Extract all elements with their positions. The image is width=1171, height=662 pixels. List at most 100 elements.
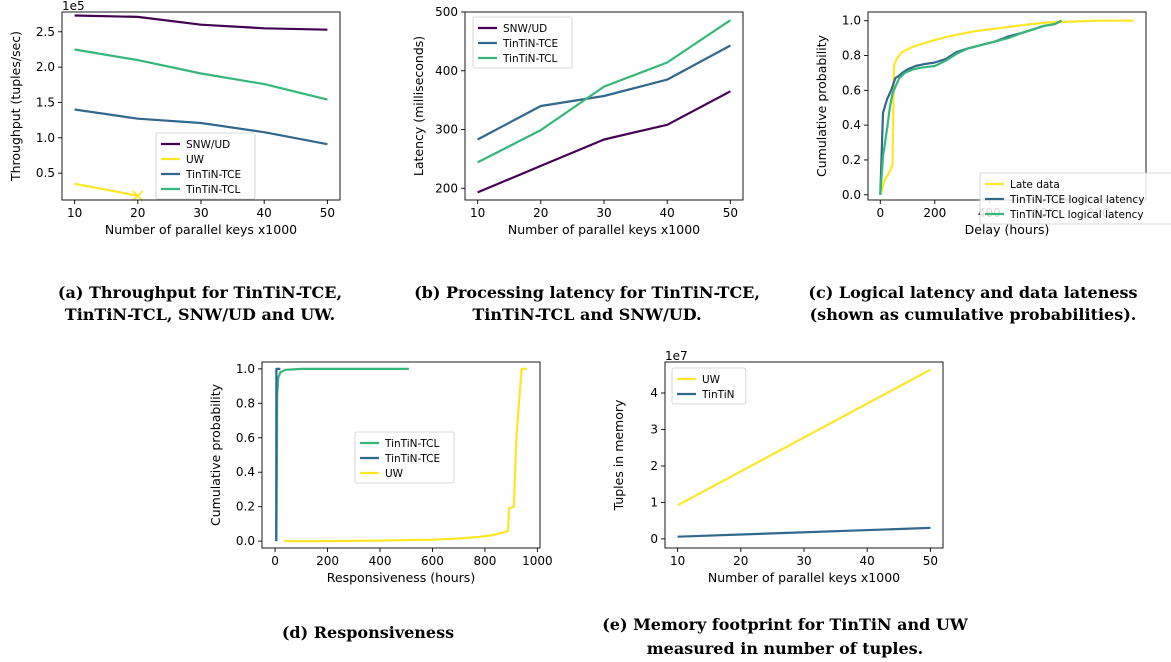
legend-label: TinTiN-TCL [185,184,240,196]
y-axis-label: Latency (milliseconds) [411,36,426,176]
x-tick-label: 50 [923,554,938,568]
x-tick-label: 200 [316,554,339,568]
y-axis-label: Cumulative probability [208,383,223,526]
series-end-marker [132,190,144,202]
figure-caption: (a) Throughput for TinTiN-TCE, [58,283,342,302]
x-tick-label: 40 [860,554,875,568]
x-tick-label: 200 [923,206,946,220]
legend-box [155,132,256,200]
figure-caption: TinTiN-TCL and SNW/UD. [472,305,701,324]
y-tick-label: 4 [650,386,658,400]
x-axis-label: Delay (hours) [965,222,1050,237]
y-tick-label: 1.0 [36,131,55,145]
x-axis-label: Number of parallel keys x1000 [508,222,700,237]
y-tick-label: 1.0 [842,14,861,28]
series-group [879,19,1134,196]
legend-box [354,431,455,484]
x-tick-label: 400 [369,554,392,568]
legend: TinTiN-TCL TinTiN-TCE UW [354,431,455,484]
series-line [74,14,328,31]
x-axis-label: Responsiveness (hours) [327,570,475,585]
x-tick-label: 30 [596,206,611,220]
y-tick-label: 0.2 [236,500,255,514]
figure-caption: TinTiN-TCL, SNW/UD and UW. [65,305,335,324]
legend: SNW/UD TinTiN-TCE TinTiN-TCL [472,16,573,69]
series-line [677,526,931,538]
y-tick-label: 0.8 [236,396,255,410]
figure-caption: (b) Processing latency for TinTiN-TCE, [414,283,760,302]
legend: UW TinTiN [671,367,747,405]
figure-caption: (d) Responsiveness [282,623,454,642]
legend-label: SNW/UD [186,139,230,151]
y-tick-label: 1.0 [236,362,255,376]
y-tick-label: 1.5 [36,95,55,109]
x-tick-label: 20 [533,206,548,220]
x-tick-label: 30 [796,554,811,568]
legend-box [472,16,573,69]
legend-label: TinTiN-TCL [502,53,557,65]
legend-label: UW [186,154,205,166]
legend-label: TinTiN [701,389,735,401]
x-axis-label: Number of parallel keys x1000 [105,222,297,237]
legend-label: TinTiN-TCE logical latency [1009,194,1144,206]
x-tick-label: 50 [723,206,738,220]
x-tick-label: 20 [733,554,748,568]
series-line [879,19,1134,196]
legend-label: UW [385,468,404,480]
figure-caption: (shown as cumulative probabilities). [810,305,1137,324]
y-tick-label: 0.2 [842,153,861,167]
x-tick-label: 10 [67,206,82,220]
series-group [677,368,931,538]
legend-label: TinTiN-TCL [384,438,439,450]
y-axis-label: Cumulative probability [814,34,829,177]
axis-offset-text: 1e5 [62,0,85,13]
chart-b: 10 20 30 40 50 200 300 400 500 Number of parallel… [411,5,760,324]
x-tick-label: 1000 [522,554,553,568]
legend: Late data TinTiN-TCE logical latency TinTi… [979,172,1171,225]
series-line [74,182,139,197]
x-tick-label: 800 [473,554,496,568]
y-tick-label: 0.0 [842,188,861,202]
figure-caption: measured in number of tuples. [647,639,924,658]
chart-e: 10 20 30 40 50 0 1 2 3 4 1e7 Number of parallel key… [602,349,969,658]
series-line [284,367,527,543]
x-tick-label: 30 [193,206,208,220]
series-group [74,14,328,197]
series-line [879,19,1063,195]
legend: SNW/UD UW TinTiN-TCE TinTiN-TCL [155,132,256,200]
y-tick-label: 0 [650,532,658,546]
chart-d: 0 200 400 600 800 1000 0.0 0.2 0.4 0.6 0.8 1.0 Respo… [208,361,553,642]
series-line [74,48,328,101]
y-tick-label: 500 [435,5,458,19]
y-tick-label: 2.0 [36,60,55,74]
axes-frame [261,361,541,549]
y-tick-label: 300 [435,123,458,137]
legend-label: Late data [1010,179,1060,191]
chart-a: 10 20 30 40 50 0.5 1.0 1.5 2.0 2.5 1e5 Number of pa… [8,0,342,324]
series-group [275,367,527,543]
series-group [477,19,732,194]
y-tick-label: 0.8 [842,49,861,63]
y-tick-label: 400 [435,64,458,78]
y-tick-label: 0.5 [36,166,55,180]
y-axis-label: Tuples in memory [611,399,626,511]
figure-caption: (c) Logical latency and data lateness [808,283,1137,302]
figure-caption: (e) Memory footprint for TinTiN and UW [602,615,969,634]
x-tick-label: 40 [257,206,272,220]
x-tick-label: 10 [670,554,685,568]
y-tick-label: 3 [650,422,658,436]
series-line [477,44,731,141]
x-tick-label: 600 [421,554,444,568]
y-tick-label: 0.4 [842,118,861,132]
x-tick-label: 0 [876,206,884,220]
y-tick-label: 0.6 [236,431,255,445]
legend-label: TinTiN-TCL logical latency [1009,209,1144,221]
legend-label: TinTiN-TCE [185,169,241,181]
series-line [677,368,931,507]
y-tick-label: 1 [650,495,658,509]
x-tick-label: 40 [660,206,675,220]
x-tick-label: 20 [130,206,145,220]
y-tick-label: 0.4 [236,465,255,479]
x-axis-label: Number of parallel keys x1000 [708,570,900,585]
